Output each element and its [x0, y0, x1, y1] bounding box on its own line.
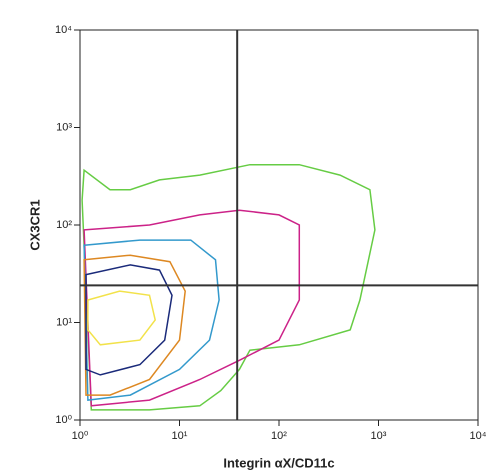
contour-line: [85, 264, 173, 376]
y-tick-label: 10³: [56, 121, 72, 133]
contour-line: [83, 209, 301, 407]
contour-line: [87, 290, 157, 346]
contour-line: [83, 254, 186, 396]
x-tick-label: 10⁴: [470, 430, 487, 442]
x-tick-label: 10¹: [172, 430, 188, 442]
contour-line: [81, 163, 376, 411]
x-tick-label: 10²: [271, 430, 287, 442]
y-tick-label: 10²: [56, 219, 72, 231]
x-tick-label: 10⁰: [72, 430, 89, 442]
contour-line: [83, 239, 220, 401]
x-tick-label: 10³: [371, 430, 387, 442]
y-tick-label: 10⁴: [55, 24, 72, 36]
x-axis-label: Integrin αX/CD11c: [223, 455, 334, 470]
y-axis-label: CX3CR1: [27, 199, 42, 250]
y-tick-label: 10⁰: [55, 414, 72, 426]
y-tick-label: 10¹: [56, 316, 72, 328]
